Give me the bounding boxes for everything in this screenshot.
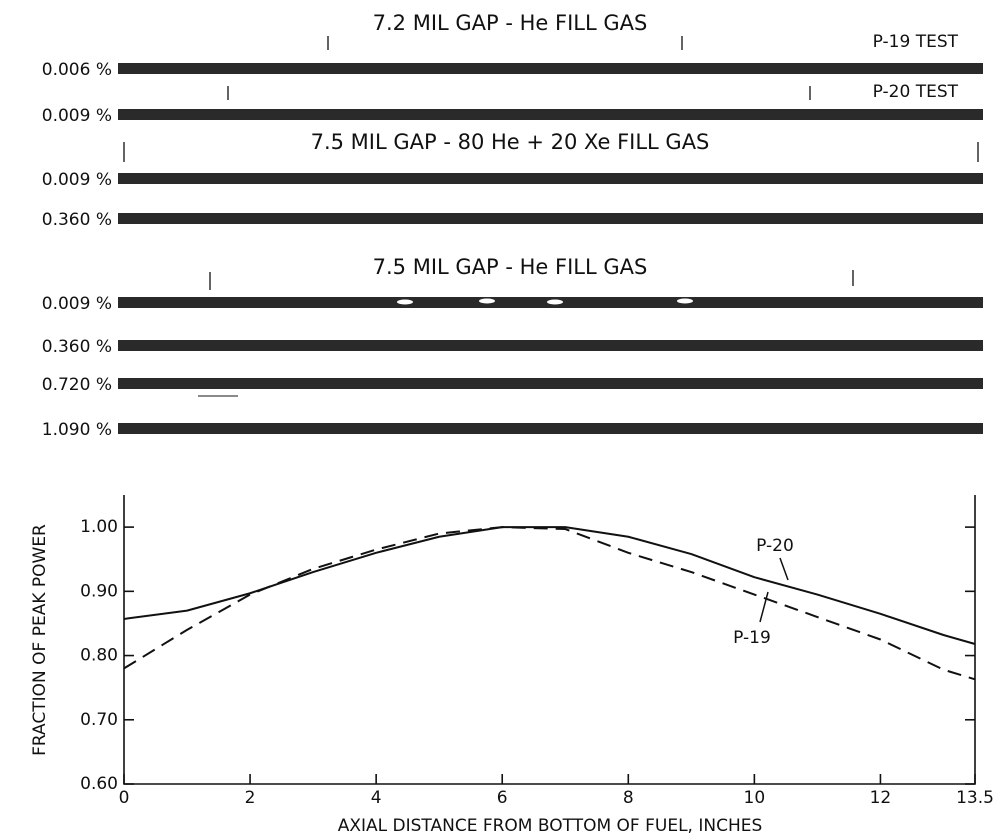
row-label: 1.090 %: [42, 420, 112, 440]
rod: [118, 423, 983, 434]
series-line: [123, 526, 976, 681]
series-label: P-20: [756, 536, 794, 556]
y-tick-label: 0.70: [80, 710, 118, 730]
y-tick-label: 0.80: [80, 646, 118, 666]
series-label: P-19: [733, 628, 771, 648]
y-tick-label: 0.90: [80, 581, 118, 601]
x-tick-label: 4: [371, 788, 382, 808]
rod: [118, 63, 983, 74]
row-label: 0.360 %: [42, 210, 112, 230]
label-arrow: [779, 557, 789, 581]
rod: [118, 378, 983, 389]
test-label: P-19 TEST: [873, 32, 959, 52]
group-title: 7.5 MIL GAP - He FILL GAS: [373, 255, 648, 279]
row-label: 0.006 %: [42, 60, 112, 80]
row-label: 0.360 %: [42, 337, 112, 357]
void: [547, 299, 563, 305]
rod: [118, 340, 983, 351]
label-arrow: [759, 591, 769, 623]
row-label: 0.009 %: [42, 294, 112, 314]
group-title: 7.2 MIL GAP - He FILL GAS: [373, 11, 648, 35]
x-tick-label: 2: [245, 788, 256, 808]
row-label: 0.720 %: [42, 375, 112, 395]
rod: [118, 173, 983, 184]
void: [397, 299, 413, 305]
x-axis-label: AXIAL DISTANCE FROM BOTTOM OF FUEL, INCH…: [338, 816, 763, 836]
x-tick-label: 12: [870, 788, 892, 808]
void: [479, 298, 495, 304]
test-label: P-20 TEST: [873, 82, 959, 102]
y-tick-label: 0.60: [80, 774, 118, 794]
x-tick-label: 0: [119, 788, 130, 808]
y-tick-label: 1.00: [80, 517, 118, 537]
arrows: [123, 36, 979, 290]
row-label: 0.009 %: [42, 170, 112, 190]
rod: [118, 213, 983, 224]
x-tick-label: 8: [623, 788, 634, 808]
row-label: 0.009 %: [42, 106, 112, 126]
group-title: 7.5 MIL GAP - 80 He + 20 Xe FILL GAS: [311, 130, 710, 154]
x-tick-label: 10: [744, 788, 766, 808]
void: [677, 298, 693, 304]
series-line: [123, 526, 976, 645]
y-axis-label: FRACTION OF PEAK POWER: [30, 524, 50, 756]
x-tick-label: 6: [497, 788, 508, 808]
axes-frame: [123, 495, 976, 785]
rod: [118, 109, 983, 120]
x-tick-label: 13.5: [956, 788, 994, 808]
